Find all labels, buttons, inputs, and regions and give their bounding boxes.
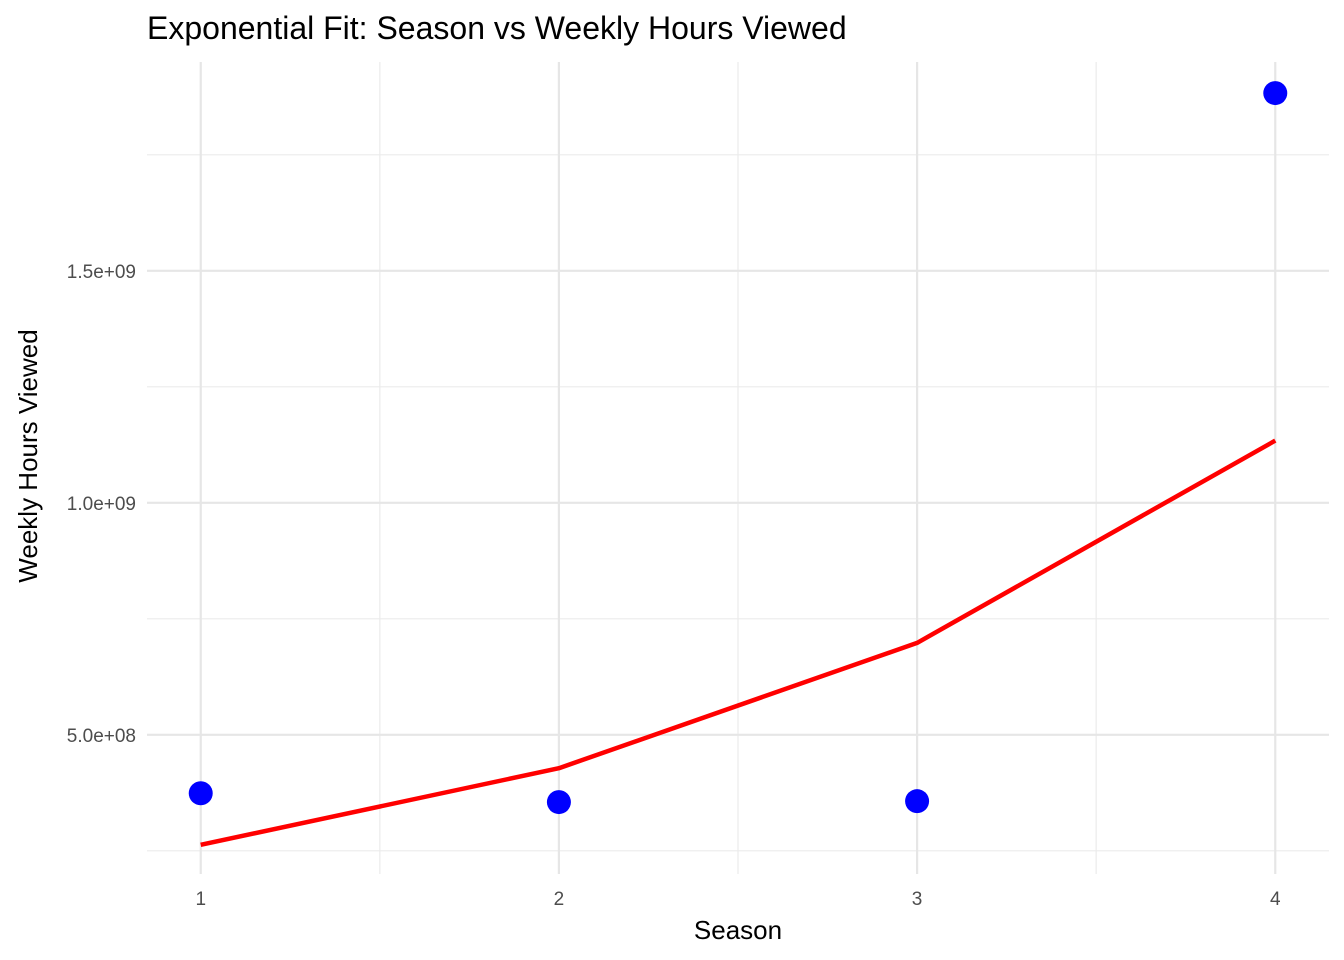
x-tick-label: 1 [195,889,206,910]
data-point [1263,81,1288,106]
data-point [188,781,213,806]
x-axis-tick-labels: 1 2 3 4 [195,889,1281,910]
chart-title: Exponential Fit: Season vs Weekly Hours … [147,10,847,46]
y-tick-label: 1.5e+09 [67,262,136,283]
y-tick-label: 1.0e+09 [67,494,136,515]
fit-line [200,438,1277,848]
data-point [546,790,571,815]
major-gridlines [147,62,1329,874]
fit-line-layer [200,438,1277,848]
data-point [905,789,930,814]
minor-gridlines [147,62,1329,874]
x-tick-label: 2 [554,889,565,910]
x-axis-title: Season [694,915,782,945]
y-tick-label: 5.0e+08 [67,726,136,747]
y-axis-title: Weekly Hours Viewed [13,329,43,582]
x-tick-label: 3 [912,889,923,910]
data-points-layer [188,81,1288,815]
y-axis-tick-labels: 5.0e+08 1.0e+09 1.5e+09 [67,262,136,747]
x-tick-label: 4 [1270,889,1281,910]
